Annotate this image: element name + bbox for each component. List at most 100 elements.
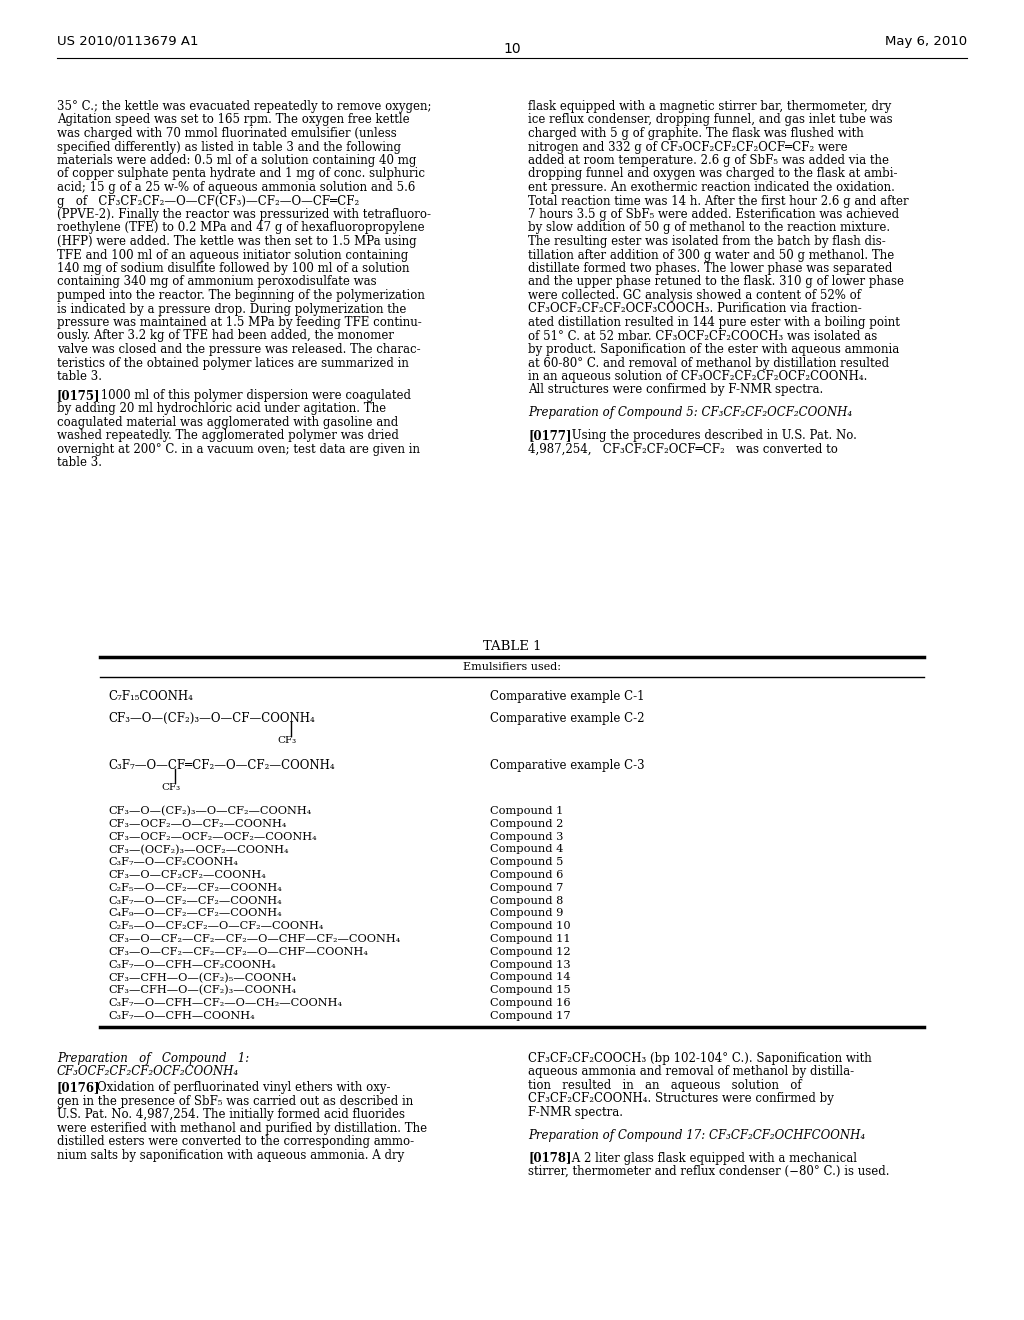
Text: were collected. GC analysis showed a content of 52% of: were collected. GC analysis showed a con… xyxy=(528,289,861,302)
Text: Compound 6: Compound 6 xyxy=(490,870,563,880)
Text: Compound 1: Compound 1 xyxy=(490,807,563,816)
Text: (HFP) were added. The kettle was then set to 1.5 MPa using: (HFP) were added. The kettle was then se… xyxy=(57,235,417,248)
Text: distilled esters were converted to the corresponding ammo-: distilled esters were converted to the c… xyxy=(57,1135,414,1148)
Text: U.S. Pat. No. 4,987,254. The initially formed acid fluorides: U.S. Pat. No. 4,987,254. The initially f… xyxy=(57,1109,406,1122)
Text: Compound 10: Compound 10 xyxy=(490,921,570,932)
Text: nitrogen and 332 g of CF₃OCF₂CF₂CF₂OCF═CF₂ were: nitrogen and 332 g of CF₃OCF₂CF₂CF₂OCF═C… xyxy=(528,140,848,153)
Text: Compound 2: Compound 2 xyxy=(490,818,563,829)
Text: is indicated by a pressure drop. During polymerization the: is indicated by a pressure drop. During … xyxy=(57,302,407,315)
Text: C₃F₇—O—CFH—CF₂COONH₄: C₃F₇—O—CFH—CF₂COONH₄ xyxy=(108,960,275,970)
Text: F-NMR spectra.: F-NMR spectra. xyxy=(528,1106,623,1118)
Text: and the upper phase retuned to the flask. 310 g of lower phase: and the upper phase retuned to the flask… xyxy=(528,276,904,289)
Text: Compound 9: Compound 9 xyxy=(490,908,563,919)
Text: CF₃—O—(CF₂)₃—O—CF₂—COONH₄: CF₃—O—(CF₂)₃—O—CF₂—COONH₄ xyxy=(108,807,311,816)
Text: Compound 7: Compound 7 xyxy=(490,883,563,892)
Text: nium salts by saponification with aqueous ammonia. A dry: nium salts by saponification with aqueou… xyxy=(57,1148,404,1162)
Text: overnight at 200° C. in a vacuum oven; test data are given in: overnight at 200° C. in a vacuum oven; t… xyxy=(57,444,420,455)
Text: distillate formed two phases. The lower phase was separated: distillate formed two phases. The lower … xyxy=(528,261,892,275)
Text: Oxidation of perfluorinated vinyl ethers with oxy-: Oxidation of perfluorinated vinyl ethers… xyxy=(97,1081,390,1094)
Text: dropping funnel and oxygen was charged to the flask at ambi-: dropping funnel and oxygen was charged t… xyxy=(528,168,897,181)
Text: C₃F₇—O—CF═CF₂—O—CF₂—COONH₄: C₃F₇—O—CF═CF₂—O—CF₂—COONH₄ xyxy=(108,759,335,772)
Text: CF₃OCF₂CF₂CF₂OCF₂COONH₄: CF₃OCF₂CF₂CF₂OCF₂COONH₄ xyxy=(57,1065,240,1078)
Text: Compound 3: Compound 3 xyxy=(490,832,563,842)
Text: Compound 14: Compound 14 xyxy=(490,973,570,982)
Text: gen in the presence of SbF₅ was carried out as described in: gen in the presence of SbF₅ was carried … xyxy=(57,1094,414,1107)
Text: was charged with 70 mmol fluorinated emulsifier (unless: was charged with 70 mmol fluorinated emu… xyxy=(57,127,396,140)
Text: flask equipped with a magnetic stirrer bar, thermometer, dry: flask equipped with a magnetic stirrer b… xyxy=(528,100,891,114)
Text: in an aqueous solution of CF₃OCF₂CF₂CF₂OCF₂COONH₄.: in an aqueous solution of CF₃OCF₂CF₂CF₂O… xyxy=(528,370,867,383)
Text: Total reaction time was 14 h. After the first hour 2.6 g and after: Total reaction time was 14 h. After the … xyxy=(528,194,908,207)
Text: Compound 5: Compound 5 xyxy=(490,857,563,867)
Text: added at room temperature. 2.6 g of SbF₅ was added via the: added at room temperature. 2.6 g of SbF₅… xyxy=(528,154,889,168)
Text: C₂F₅—O—CF₂CF₂—O—CF₂—COONH₄: C₂F₅—O—CF₂CF₂—O—CF₂—COONH₄ xyxy=(108,921,324,932)
Text: CF₃CF₂CF₂COONH₄. Structures were confirmed by: CF₃CF₂CF₂COONH₄. Structures were confirm… xyxy=(528,1092,834,1105)
Text: May 6, 2010: May 6, 2010 xyxy=(885,36,967,48)
Text: Comparative example C-3: Comparative example C-3 xyxy=(490,759,645,772)
Text: Compound 17: Compound 17 xyxy=(490,1011,570,1020)
Text: Preparation   of   Compound   1:: Preparation of Compound 1: xyxy=(57,1052,249,1065)
Text: ously. After 3.2 kg of TFE had been added, the monomer: ously. After 3.2 kg of TFE had been adde… xyxy=(57,330,394,342)
Text: materials were added: 0.5 ml of a solution containing 40 mg: materials were added: 0.5 ml of a soluti… xyxy=(57,154,417,168)
Text: Compound 8: Compound 8 xyxy=(490,896,563,906)
Text: specified differently) as listed in table 3 and the following: specified differently) as listed in tabl… xyxy=(57,140,401,153)
Text: aqueous ammonia and removal of methanol by distilla-: aqueous ammonia and removal of methanol … xyxy=(528,1065,854,1078)
Text: CF₃—OCF₂—OCF₂—OCF₂—COONH₄: CF₃—OCF₂—OCF₂—OCF₂—COONH₄ xyxy=(108,832,316,842)
Text: Emulsifiers used:: Emulsifiers used: xyxy=(463,663,561,672)
Text: CF₃—O—(CF₂)₃—O—CF—COONH₄: CF₃—O—(CF₂)₃—O—CF—COONH₄ xyxy=(108,711,314,725)
Text: by adding 20 ml hydrochloric acid under agitation. The: by adding 20 ml hydrochloric acid under … xyxy=(57,403,386,416)
Text: charged with 5 g of graphite. The flask was flushed with: charged with 5 g of graphite. The flask … xyxy=(528,127,864,140)
Text: roethylene (TFE) to 0.2 MPa and 47 g of hexafluoropropylene: roethylene (TFE) to 0.2 MPa and 47 g of … xyxy=(57,222,425,235)
Text: [0175]: [0175] xyxy=(57,389,100,401)
Text: Preparation of Compound 17: CF₃CF₂CF₂OCHFCOONH₄: Preparation of Compound 17: CF₃CF₂CF₂OCH… xyxy=(528,1129,865,1142)
Text: CF₃—CFH—O—(CF₂)₃—COONH₄: CF₃—CFH—O—(CF₂)₃—COONH₄ xyxy=(108,985,296,995)
Text: table 3.: table 3. xyxy=(57,370,102,383)
Text: TABLE 1: TABLE 1 xyxy=(482,640,542,653)
Text: Compound 4: Compound 4 xyxy=(490,845,563,854)
Text: ice reflux condenser, dropping funnel, and gas inlet tube was: ice reflux condenser, dropping funnel, a… xyxy=(528,114,893,127)
Text: C₃F₇—O—CFH—COONH₄: C₃F₇—O—CFH—COONH₄ xyxy=(108,1011,255,1020)
Text: 10: 10 xyxy=(503,42,521,55)
Text: pumped into the reactor. The beginning of the polymerization: pumped into the reactor. The beginning o… xyxy=(57,289,425,302)
Text: Using the procedures described in U.S. Pat. No.: Using the procedures described in U.S. P… xyxy=(568,429,857,442)
Text: C₂F₅—O—CF₂—CF₂—COONH₄: C₂F₅—O—CF₂—CF₂—COONH₄ xyxy=(108,883,282,892)
Text: by slow addition of 50 g of methanol to the reaction mixture.: by slow addition of 50 g of methanol to … xyxy=(528,222,890,235)
Text: CF₃: CF₃ xyxy=(161,783,180,792)
Text: Comparative example C-2: Comparative example C-2 xyxy=(490,711,644,725)
Text: [0177]: [0177] xyxy=(528,429,571,442)
Text: Compound 12: Compound 12 xyxy=(490,946,570,957)
Text: of 51° C. at 52 mbar. CF₃OCF₂CF₂COOCH₃ was isolated as: of 51° C. at 52 mbar. CF₃OCF₂CF₂COOCH₃ w… xyxy=(528,330,878,342)
Text: CF₃—O—CF₂CF₂—COONH₄: CF₃—O—CF₂CF₂—COONH₄ xyxy=(108,870,266,880)
Text: C₃F₇—O—CF₂COONH₄: C₃F₇—O—CF₂COONH₄ xyxy=(108,857,238,867)
Text: CF₃: CF₃ xyxy=(278,735,296,744)
Text: CF₃—CFH—O—(CF₂)₅—COONH₄: CF₃—CFH—O—(CF₂)₅—COONH₄ xyxy=(108,973,296,983)
Text: tillation after addition of 300 g water and 50 g methanol. The: tillation after addition of 300 g water … xyxy=(528,248,894,261)
Text: valve was closed and the pressure was released. The charac-: valve was closed and the pressure was re… xyxy=(57,343,421,356)
Text: (PPVE-2). Finally the reactor was pressurized with tetrafluoro-: (PPVE-2). Finally the reactor was pressu… xyxy=(57,209,431,220)
Text: washed repeatedly. The agglomerated polymer was dried: washed repeatedly. The agglomerated poly… xyxy=(57,429,399,442)
Text: ated distillation resulted in 144 pure ester with a boiling point: ated distillation resulted in 144 pure e… xyxy=(528,315,900,329)
Text: A 2 liter glass flask equipped with a mechanical: A 2 liter glass flask equipped with a me… xyxy=(568,1151,857,1164)
Text: The resulting ester was isolated from the batch by flash dis-: The resulting ester was isolated from th… xyxy=(528,235,886,248)
Text: All structures were confirmed by F-NMR spectra.: All structures were confirmed by F-NMR s… xyxy=(528,384,823,396)
Text: by product. Saponification of the ester with aqueous ammonia: by product. Saponification of the ester … xyxy=(528,343,899,356)
Text: CF₃CF₂CF₂COOCH₃ (bp 102-104° C.). Saponification with: CF₃CF₂CF₂COOCH₃ (bp 102-104° C.). Saponi… xyxy=(528,1052,871,1065)
Text: at 60-80° C. and removal of methanol by distillation resulted: at 60-80° C. and removal of methanol by … xyxy=(528,356,889,370)
Text: CF₃—O—CF₂—CF₂—CF₂—O—CHF—COONH₄: CF₃—O—CF₂—CF₂—CF₂—O—CHF—COONH₄ xyxy=(108,946,368,957)
Text: C₄F₉—O—CF₂—CF₂—COONH₄: C₄F₉—O—CF₂—CF₂—COONH₄ xyxy=(108,908,282,919)
Text: CF₃—(OCF₂)₃—OCF₂—COONH₄: CF₃—(OCF₂)₃—OCF₂—COONH₄ xyxy=(108,845,289,855)
Text: g   of   CF₃CF₂CF₂—O—CF(CF₃)—CF₂—O—CF═CF₂: g of CF₃CF₂CF₂—O—CF(CF₃)—CF₂—O—CF═CF₂ xyxy=(57,194,359,207)
Text: coagulated material was agglomerated with gasoline and: coagulated material was agglomerated wit… xyxy=(57,416,398,429)
Text: C₃F₇—O—CF₂—CF₂—COONH₄: C₃F₇—O—CF₂—CF₂—COONH₄ xyxy=(108,896,282,906)
Text: C₃F₇—O—CFH—CF₂—O—CH₂—COONH₄: C₃F₇—O—CFH—CF₂—O—CH₂—COONH₄ xyxy=(108,998,342,1008)
Text: ent pressure. An exothermic reaction indicated the oxidation.: ent pressure. An exothermic reaction ind… xyxy=(528,181,895,194)
Text: tion   resulted   in   an   aqueous   solution   of: tion resulted in an aqueous solution of xyxy=(528,1078,802,1092)
Text: Preparation of Compound 5: CF₃CF₂CF₂OCF₂COONH₄: Preparation of Compound 5: CF₃CF₂CF₂OCF₂… xyxy=(528,407,852,420)
Text: 35° C.; the kettle was evacuated repeatedly to remove oxygen;: 35° C.; the kettle was evacuated repeate… xyxy=(57,100,431,114)
Text: 4,987,254,   CF₃CF₂CF₂OCF═CF₂   was converted to: 4,987,254, CF₃CF₂CF₂OCF═CF₂ was converte… xyxy=(528,444,838,455)
Text: Compound 11: Compound 11 xyxy=(490,935,570,944)
Text: containing 340 mg of ammonium peroxodisulfate was: containing 340 mg of ammonium peroxodisu… xyxy=(57,276,377,289)
Text: TFE and 100 ml of an aqueous initiator solution containing: TFE and 100 ml of an aqueous initiator s… xyxy=(57,248,409,261)
Text: Compound 16: Compound 16 xyxy=(490,998,570,1008)
Text: [0176]: [0176] xyxy=(57,1081,100,1094)
Text: Agitation speed was set to 165 rpm. The oxygen free kettle: Agitation speed was set to 165 rpm. The … xyxy=(57,114,410,127)
